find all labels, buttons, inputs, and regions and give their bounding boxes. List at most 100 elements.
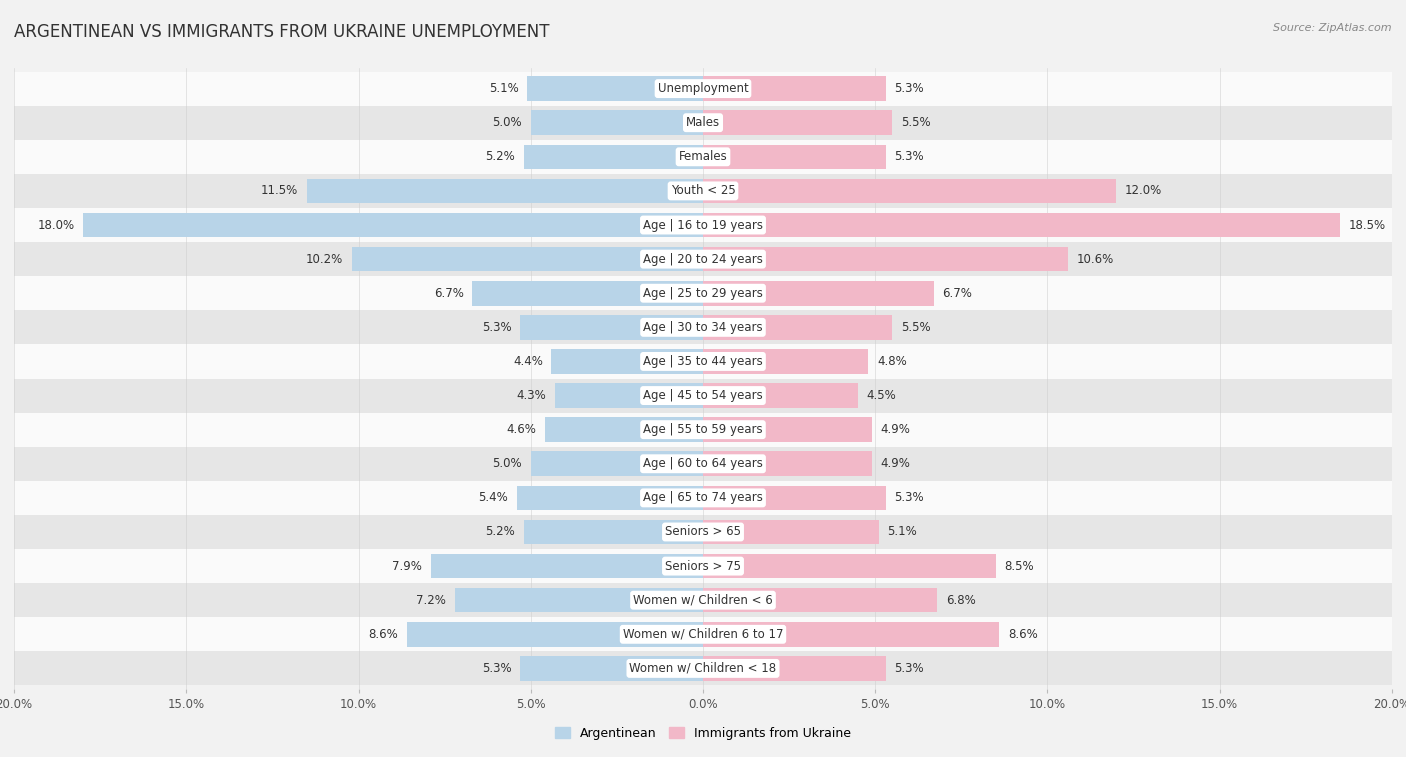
Bar (83, 213, 703, 237)
Bar (352, 247, 703, 272)
Text: 10.2%: 10.2% (305, 253, 343, 266)
Bar (14, 106, 1392, 140)
Text: Age | 55 to 59 years: Age | 55 to 59 years (643, 423, 763, 436)
Bar (531, 451, 703, 476)
Text: 8.6%: 8.6% (368, 628, 398, 640)
Text: Youth < 25: Youth < 25 (671, 185, 735, 198)
Text: 18.5%: 18.5% (1348, 219, 1386, 232)
Text: 7.9%: 7.9% (392, 559, 422, 572)
Bar (703, 315, 893, 340)
Bar (703, 76, 886, 101)
Bar (472, 281, 703, 306)
Text: Unemployment: Unemployment (658, 82, 748, 95)
Text: 7.2%: 7.2% (416, 593, 446, 606)
Text: 5.3%: 5.3% (482, 321, 512, 334)
Text: Source: ZipAtlas.com: Source: ZipAtlas.com (1274, 23, 1392, 33)
Bar (703, 383, 858, 408)
Text: Age | 30 to 34 years: Age | 30 to 34 years (643, 321, 763, 334)
Text: 5.0%: 5.0% (492, 457, 522, 470)
Bar (517, 485, 703, 510)
Bar (703, 145, 886, 169)
Bar (14, 651, 1392, 685)
Bar (703, 417, 872, 442)
Bar (14, 242, 1392, 276)
Bar (527, 76, 703, 101)
Text: 11.5%: 11.5% (262, 185, 298, 198)
Text: 5.3%: 5.3% (894, 662, 924, 675)
Bar (703, 554, 995, 578)
Text: 12.0%: 12.0% (1125, 185, 1163, 198)
Text: Age | 45 to 54 years: Age | 45 to 54 years (643, 389, 763, 402)
Text: Females: Females (679, 151, 727, 164)
Text: Age | 35 to 44 years: Age | 35 to 44 years (643, 355, 763, 368)
Bar (703, 247, 1069, 272)
Text: 4.8%: 4.8% (877, 355, 907, 368)
Text: Women w/ Children < 6: Women w/ Children < 6 (633, 593, 773, 606)
Bar (703, 656, 886, 681)
Bar (14, 617, 1392, 651)
Text: 6.8%: 6.8% (946, 593, 976, 606)
Text: 4.9%: 4.9% (880, 423, 910, 436)
Text: Women w/ Children 6 to 17: Women w/ Children 6 to 17 (623, 628, 783, 640)
Text: 4.6%: 4.6% (506, 423, 536, 436)
Bar (524, 145, 703, 169)
Bar (703, 281, 934, 306)
Bar (14, 481, 1392, 515)
Text: 5.3%: 5.3% (894, 82, 924, 95)
Text: Age | 16 to 19 years: Age | 16 to 19 years (643, 219, 763, 232)
Text: ARGENTINEAN VS IMMIGRANTS FROM UKRAINE UNEMPLOYMENT: ARGENTINEAN VS IMMIGRANTS FROM UKRAINE U… (14, 23, 550, 41)
Text: 5.5%: 5.5% (901, 117, 931, 129)
Bar (14, 515, 1392, 549)
Text: 5.1%: 5.1% (489, 82, 519, 95)
Bar (520, 315, 703, 340)
Bar (14, 276, 1392, 310)
Bar (544, 417, 703, 442)
Text: Age | 65 to 74 years: Age | 65 to 74 years (643, 491, 763, 504)
Bar (703, 349, 869, 374)
Bar (14, 310, 1392, 344)
Text: Seniors > 65: Seniors > 65 (665, 525, 741, 538)
Bar (406, 622, 703, 646)
Bar (703, 588, 938, 612)
Text: 5.1%: 5.1% (887, 525, 917, 538)
Text: 8.6%: 8.6% (1008, 628, 1038, 640)
Bar (14, 447, 1392, 481)
Bar (551, 349, 703, 374)
Text: 6.7%: 6.7% (942, 287, 973, 300)
Text: 5.3%: 5.3% (894, 491, 924, 504)
Text: Seniors > 75: Seniors > 75 (665, 559, 741, 572)
Text: 4.5%: 4.5% (866, 389, 897, 402)
Bar (703, 451, 872, 476)
Bar (703, 213, 1340, 237)
Bar (524, 520, 703, 544)
Bar (520, 656, 703, 681)
Bar (703, 179, 1116, 203)
Bar (456, 588, 703, 612)
Text: 8.5%: 8.5% (1004, 559, 1033, 572)
Bar (430, 554, 703, 578)
Bar (14, 72, 1392, 106)
Text: Males: Males (686, 117, 720, 129)
Bar (703, 520, 879, 544)
Text: 4.4%: 4.4% (513, 355, 543, 368)
Bar (14, 174, 1392, 208)
Text: Women w/ Children < 18: Women w/ Children < 18 (630, 662, 776, 675)
Text: 5.0%: 5.0% (492, 117, 522, 129)
Text: 4.9%: 4.9% (880, 457, 910, 470)
Text: 5.5%: 5.5% (901, 321, 931, 334)
Text: 5.3%: 5.3% (894, 151, 924, 164)
Text: 5.4%: 5.4% (478, 491, 509, 504)
Text: 6.7%: 6.7% (433, 287, 464, 300)
Text: 5.2%: 5.2% (485, 525, 515, 538)
Bar (14, 378, 1392, 413)
Bar (14, 413, 1392, 447)
Text: 10.6%: 10.6% (1077, 253, 1114, 266)
Text: 18.0%: 18.0% (37, 219, 75, 232)
Bar (703, 485, 886, 510)
Bar (307, 179, 703, 203)
Text: Age | 20 to 24 years: Age | 20 to 24 years (643, 253, 763, 266)
Bar (14, 549, 1392, 583)
Bar (703, 622, 1000, 646)
Bar (14, 208, 1392, 242)
Text: 4.3%: 4.3% (516, 389, 547, 402)
